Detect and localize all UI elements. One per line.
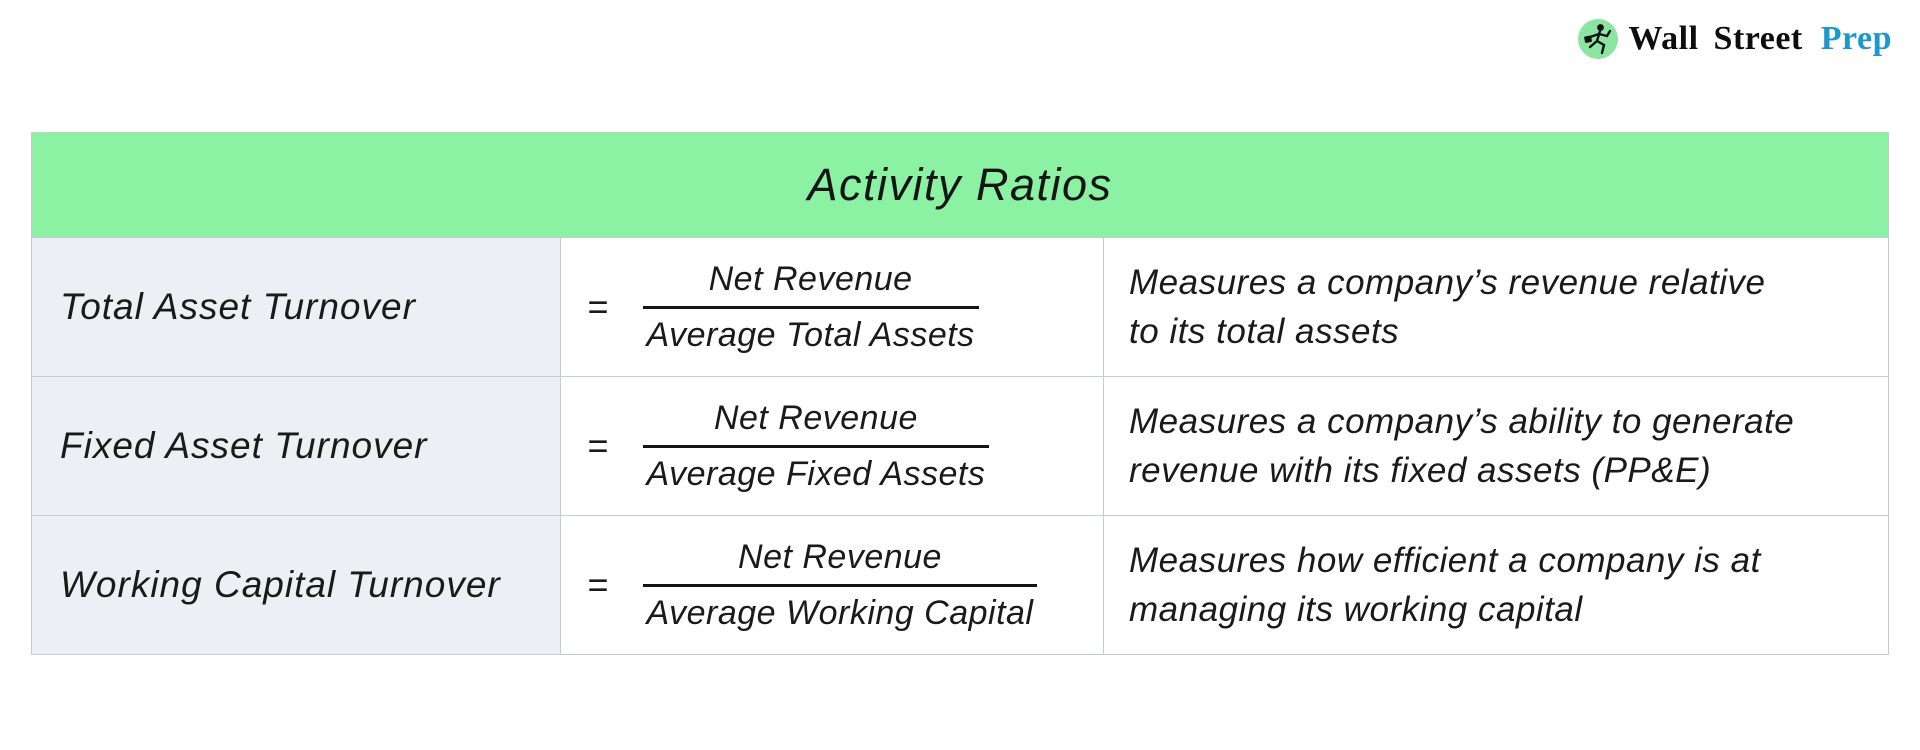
fraction-denominator: Average Fixed Assets (646, 454, 986, 493)
ratio-description-cell: Measures a company’s ability to generate… (1104, 377, 1888, 515)
fraction-numerator: Net Revenue (642, 399, 990, 448)
ratio-name: Fixed Asset Turnover (60, 425, 428, 466)
description-line: Measures how efficient a company is at (1129, 541, 1761, 580)
table-row-total-asset-turnover: Total Asset Turnover = Net Revenue Avera… (32, 237, 1888, 376)
ratio-formula-cell: = Net Revenue Average Working Capital (561, 516, 1104, 654)
table-row-fixed-asset-turnover: Fixed Asset Turnover = Net Revenue Avera… (32, 376, 1888, 515)
ratio-name-cell: Working Capital Turnover (32, 516, 561, 654)
running-figure-icon (1577, 18, 1619, 60)
formula-fraction: Net Revenue Average Total Assets (642, 260, 979, 355)
fraction-numerator: Net Revenue (642, 260, 979, 309)
description-line: to its total assets (1129, 312, 1400, 351)
logo-text-wall: Wall (1628, 20, 1699, 57)
formula-fraction: Net Revenue Average Working Capital (642, 538, 1038, 633)
ratio-name: Total Asset Turnover (60, 286, 416, 327)
ratio-name-cell: Total Asset Turnover (32, 238, 561, 376)
logo-text-street: Street (1713, 20, 1803, 57)
table-row-working-capital-turnover: Working Capital Turnover = Net Revenue A… (32, 515, 1888, 654)
fraction-denominator: Average Working Capital (646, 593, 1034, 632)
ratio-formula-cell: = Net Revenue Average Total Assets (561, 238, 1104, 376)
equals-sign: = (587, 564, 609, 605)
description-line: managing its working capital (1129, 590, 1583, 629)
activity-ratios-table: Activity Ratios Total Asset Turnover = N… (31, 132, 1889, 655)
ratio-formula-cell: = Net Revenue Average Fixed Assets (561, 377, 1104, 515)
table-header: Activity Ratios (32, 133, 1888, 237)
fraction-numerator: Net Revenue (642, 538, 1038, 587)
description-line: Measures a company’s ability to generate (1129, 402, 1795, 441)
equals-sign: = (587, 425, 609, 466)
table-title: Activity Ratios (807, 159, 1113, 210)
ratio-description-cell: Measures a company’s revenue relative to… (1104, 238, 1888, 376)
formula-fraction: Net Revenue Average Fixed Assets (642, 399, 990, 494)
ratio-description-cell: Measures how efficient a company is at m… (1104, 516, 1888, 654)
logo-text-prep: Prep (1820, 20, 1892, 57)
description-line: revenue with its fixed assets (PP&E) (1129, 451, 1712, 490)
ratio-name-cell: Fixed Asset Turnover (32, 377, 561, 515)
description-line: Measures a company’s revenue relative (1129, 263, 1766, 302)
ratio-name: Working Capital Turnover (60, 564, 501, 605)
equals-sign: = (587, 286, 609, 327)
fraction-denominator: Average Total Assets (646, 315, 975, 354)
wallstreetprep-logo[interactable]: Wall Street Prep (1577, 18, 1893, 60)
logo-wordmark: Wall Street Prep (1629, 20, 1893, 58)
